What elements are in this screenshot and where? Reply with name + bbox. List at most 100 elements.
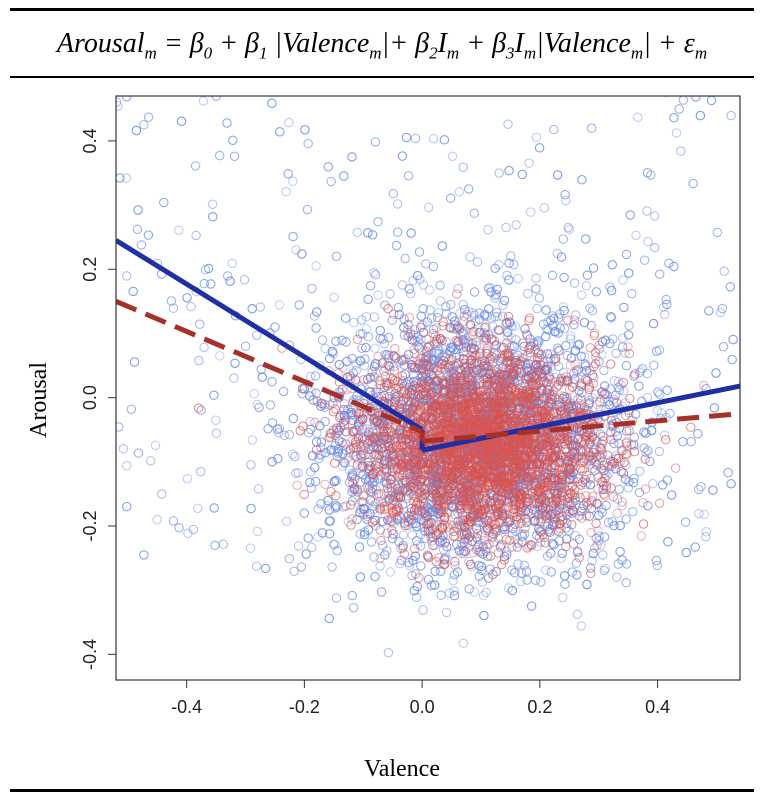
blue-point	[454, 187, 464, 197]
blue-point	[182, 293, 192, 303]
blue-point	[348, 603, 359, 613]
blue-point	[571, 310, 581, 320]
blue-point	[375, 325, 385, 336]
blue-point	[696, 481, 706, 492]
blue-point	[246, 460, 256, 470]
blue-point	[517, 169, 527, 180]
blue-point	[397, 356, 407, 366]
blue-point	[530, 575, 541, 585]
blue-point	[146, 456, 156, 466]
blue-point	[558, 302, 569, 312]
blue-point	[209, 96, 215, 97]
blue-point	[141, 70, 149, 78]
blue-point	[507, 529, 518, 540]
blue-point	[265, 400, 276, 410]
blue-point	[441, 607, 452, 618]
blue-point	[225, 276, 235, 286]
blue-point	[437, 241, 447, 251]
blue-point	[600, 563, 611, 574]
blue-point	[582, 270, 593, 280]
blue-point	[669, 113, 679, 123]
blue-point	[239, 275, 250, 285]
blue-point	[553, 361, 564, 372]
blue-point	[209, 390, 219, 400]
blue-point	[339, 171, 349, 181]
blue-point	[288, 231, 298, 242]
blue-point	[492, 311, 503, 322]
blue-point	[323, 162, 333, 172]
blue-point	[193, 503, 203, 513]
blue-point	[413, 336, 423, 347]
blue-point	[581, 234, 591, 244]
blue-point	[618, 275, 628, 285]
blue-point	[591, 287, 602, 297]
blue-point	[332, 451, 342, 462]
blue-point	[621, 514, 631, 524]
blue-point	[760, 350, 765, 358]
blue-point	[453, 283, 463, 294]
blue-point	[392, 227, 403, 237]
blue-point	[517, 568, 527, 578]
blue-point	[370, 137, 380, 147]
blue-point	[498, 300, 508, 310]
blue-point	[469, 587, 480, 597]
blue-point	[186, 301, 196, 312]
blue-point	[586, 123, 597, 133]
blue-point	[247, 304, 257, 314]
blue-point	[176, 116, 187, 126]
blue-point	[385, 567, 396, 577]
blue-point	[676, 146, 686, 156]
blue-point	[650, 211, 660, 221]
blue-point	[255, 302, 265, 312]
blue-point	[458, 329, 468, 339]
blue-point	[577, 175, 587, 185]
blue-point	[406, 228, 416, 238]
blue-point	[645, 456, 655, 467]
regression-equation: Arousalm = β0 + β1 |Valencem|+ β2Im + β3…	[56, 28, 708, 63]
blue-point	[302, 204, 313, 215]
blue-point	[122, 271, 132, 281]
blue-point	[397, 280, 408, 290]
blue-point	[385, 289, 395, 299]
blue-point	[691, 96, 701, 102]
blue-point	[299, 508, 309, 518]
blue-point	[331, 251, 342, 261]
blue-point	[366, 537, 377, 547]
blue-point	[581, 480, 591, 490]
blue-point	[648, 318, 659, 329]
blue-point	[574, 511, 584, 521]
blue-point	[370, 270, 381, 280]
blue-point	[407, 570, 417, 581]
blue-point	[392, 227, 403, 237]
blue-point	[196, 467, 206, 477]
blue-point	[487, 321, 498, 331]
blue-point	[275, 127, 285, 137]
blue-point	[150, 440, 161, 450]
blue-point	[547, 270, 558, 280]
blue-point	[424, 285, 435, 295]
blue-point	[425, 305, 435, 315]
blue-point	[307, 283, 317, 294]
blue-point	[526, 601, 537, 611]
blue-point	[559, 272, 569, 283]
blue-point	[384, 332, 394, 343]
blue-point	[465, 252, 475, 262]
blue-point	[617, 501, 627, 511]
blue-point	[198, 96, 209, 106]
blue-point	[621, 514, 631, 524]
blue-point	[494, 168, 504, 178]
blue-point	[649, 360, 659, 370]
blue-point	[210, 540, 220, 550]
blue-point	[652, 405, 663, 416]
blue-point	[116, 173, 125, 183]
blue-point	[709, 403, 720, 413]
blue-point	[458, 299, 468, 310]
blue-point	[152, 514, 162, 525]
blue-point	[391, 240, 402, 251]
blue-point	[410, 133, 421, 144]
blue-point	[559, 571, 570, 581]
blue-point	[507, 565, 517, 575]
blue-point	[483, 225, 493, 235]
blue-point	[655, 269, 665, 279]
blue-point	[208, 212, 218, 222]
